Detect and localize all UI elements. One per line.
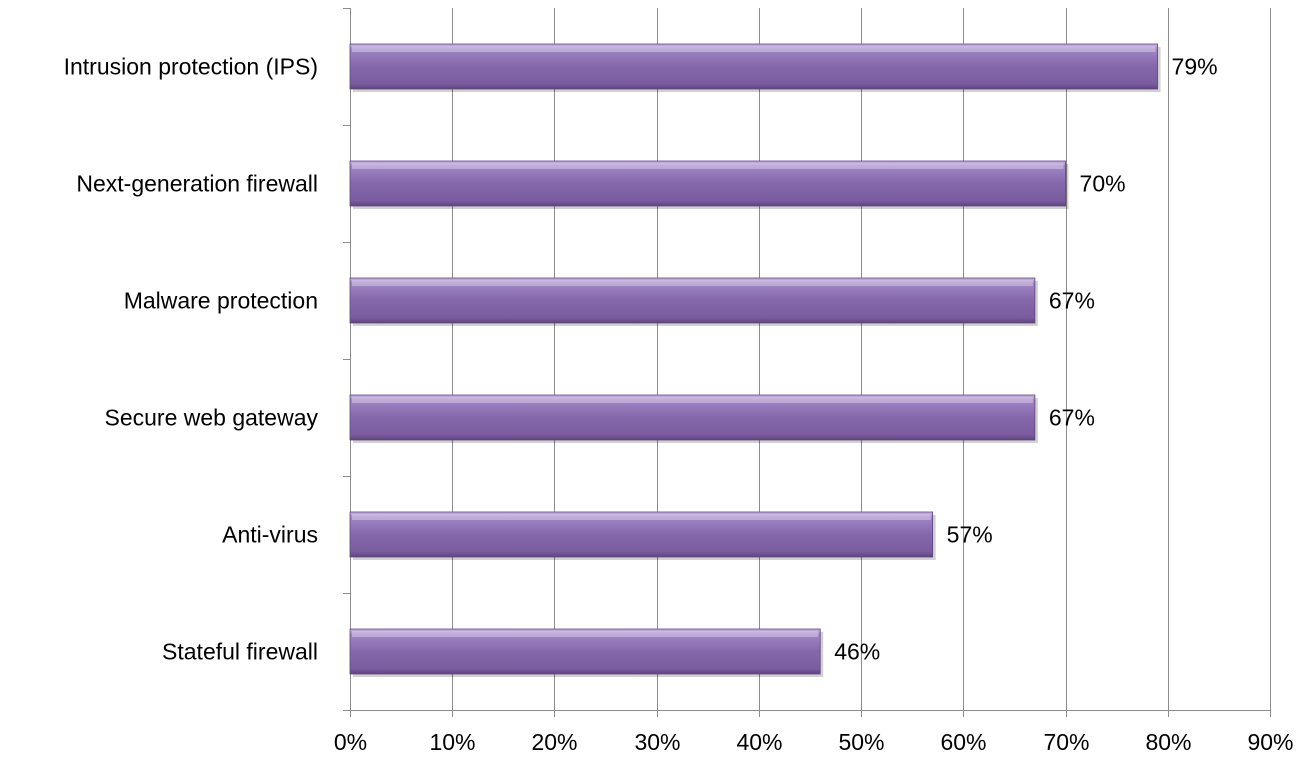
category-label: Malware protection: [124, 288, 318, 314]
bar-highlight: [352, 280, 1033, 286]
x-tick-label: 20%: [531, 729, 577, 755]
category-label: Next-generation firewall: [76, 171, 318, 197]
data-label: 70%: [1080, 171, 1126, 197]
bar-highlight: [352, 631, 819, 637]
x-tick-label: 30%: [634, 729, 680, 755]
bar-highlight: [352, 514, 931, 520]
bars: [349, 43, 1161, 677]
data-label: 46%: [834, 639, 880, 665]
x-tick-label: 90%: [1247, 729, 1293, 755]
bar-highlight: [352, 397, 1033, 403]
bar: [349, 160, 1066, 207]
x-tick-label: 40%: [736, 729, 782, 755]
category-labels: Intrusion protection (IPS) Next-generatio…: [64, 54, 319, 665]
x-tick-label: 60%: [940, 729, 986, 755]
category-label: Anti-virus: [222, 522, 318, 548]
data-labels: 79% 70% 67% 67% 57% 46%: [834, 54, 1217, 665]
bar: [349, 511, 934, 558]
bar-highlight: [352, 46, 1156, 52]
data-label: 57%: [947, 522, 993, 548]
x-tick-label: 80%: [1145, 729, 1191, 755]
x-tick-labels: 0% 10% 20% 30% 40% 50% 60% 70% 80% 90%: [334, 729, 1294, 755]
data-label: 67%: [1049, 288, 1095, 314]
x-tick-label: 0%: [334, 729, 367, 755]
data-label: 79%: [1172, 54, 1218, 80]
bar: [349, 43, 1158, 90]
bar: [349, 277, 1036, 324]
bar: [349, 628, 821, 675]
x-tick-label: 50%: [838, 729, 884, 755]
bar-highlight: [352, 163, 1064, 169]
gridlines: [452, 8, 1271, 710]
category-label: Stateful firewall: [162, 639, 318, 665]
category-label: Intrusion protection (IPS): [64, 54, 318, 80]
category-label: Secure web gateway: [104, 405, 318, 431]
bar: [349, 394, 1036, 441]
x-tick-label: 70%: [1043, 729, 1089, 755]
data-label: 67%: [1049, 405, 1095, 431]
x-tick-label: 10%: [429, 729, 475, 755]
axes: [343, 8, 1271, 717]
